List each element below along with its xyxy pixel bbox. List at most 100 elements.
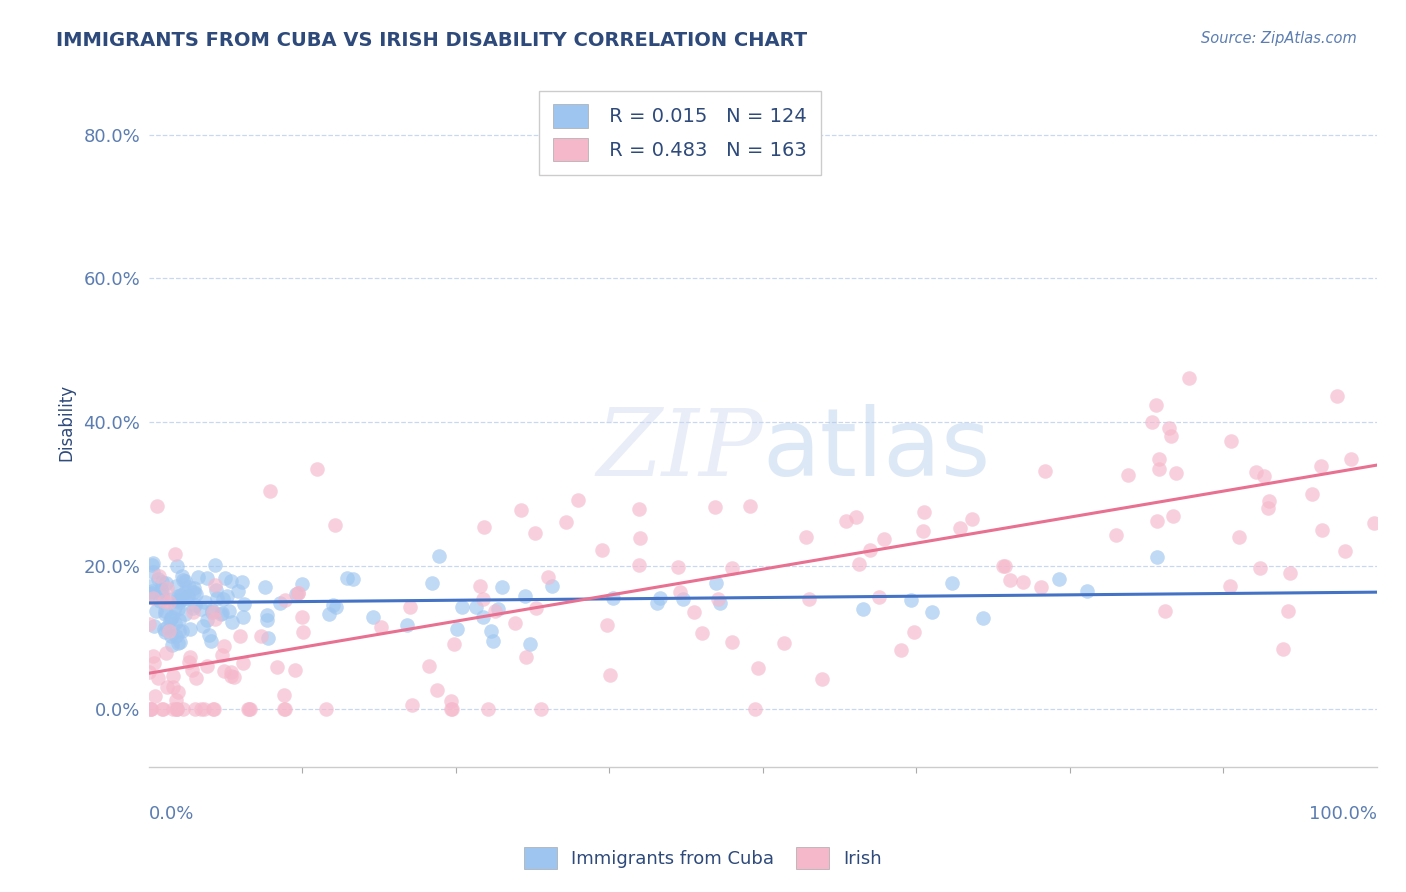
Point [1310,523,1333,537]
Point [744,702,766,716]
Point [530,702,553,716]
Point [157,624,180,638]
Point [256,608,278,623]
Point [219,665,242,679]
Point [172,591,194,606]
Point [259,483,281,498]
Point [152,702,174,716]
Point [176,589,198,603]
Point [198,627,221,641]
Point [195,613,218,627]
Point [537,570,560,584]
Point [162,609,184,624]
Point [138,665,160,680]
Point [541,579,564,593]
Point [1219,579,1241,593]
Point [250,629,273,643]
Point [184,599,207,613]
Point [232,657,254,671]
Point [450,599,472,614]
Point [201,603,224,617]
Point [153,607,176,621]
Point [194,595,217,609]
Point [232,610,254,624]
Point [222,670,245,684]
Point [1310,459,1333,474]
Point [146,671,169,685]
Point [291,610,314,624]
Point [167,624,190,639]
Point [342,572,364,586]
Point [772,636,794,650]
Point [464,599,486,614]
Point [167,595,190,609]
Point [160,591,183,606]
Point [1076,583,1098,598]
Point [156,620,179,634]
Point [491,580,513,594]
Point [160,611,183,625]
Point [179,649,201,664]
Point [274,702,297,716]
Point [503,615,526,630]
Point [215,590,238,604]
Point [962,512,984,526]
Point [221,615,243,630]
Point [307,462,329,476]
Point [150,590,173,604]
Point [949,521,972,535]
Point [179,580,201,594]
Point [166,702,188,716]
Text: Source: ZipAtlas.com: Source: ZipAtlas.com [1201,31,1357,46]
Point [187,569,209,583]
Point [169,593,191,607]
Point [900,593,922,607]
Point [148,572,170,586]
Point [440,694,463,708]
Point [205,591,228,605]
Point [177,655,200,669]
Point [484,603,506,617]
Point [1249,561,1271,575]
Point [1257,494,1279,508]
Point [291,577,314,591]
Point [1144,398,1167,412]
Point [179,623,201,637]
Point [193,702,215,716]
Point [229,629,252,643]
Point [172,573,194,587]
Point [174,607,197,621]
Point [811,672,834,686]
Point [172,702,194,716]
Point [231,574,253,589]
Point [211,606,233,620]
Point [669,585,692,599]
Point [1326,389,1348,403]
Point [139,702,162,716]
Point [903,624,925,639]
Point [1146,549,1168,564]
Point [325,600,347,615]
Point [167,589,190,603]
Point [166,702,188,716]
Point [921,605,943,619]
Point [156,582,179,596]
Text: ZIP: ZIP [596,405,763,494]
Point [142,657,165,671]
Point [153,625,176,640]
Point [238,702,260,716]
Point [567,492,589,507]
Point [515,590,537,604]
Point [273,702,295,716]
Point [1029,580,1052,594]
Point [972,611,994,625]
Point [794,530,817,544]
Point [141,583,163,598]
Point [204,578,226,592]
Point [509,503,531,517]
Point [138,587,160,601]
Point [256,631,278,645]
Point [706,591,728,606]
Point [142,619,165,633]
Point [440,702,463,716]
